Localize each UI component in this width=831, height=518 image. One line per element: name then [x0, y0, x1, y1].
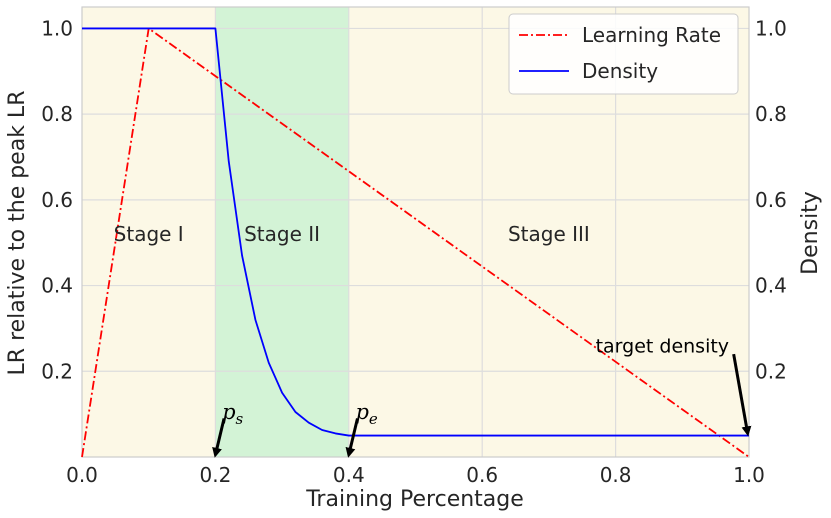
annotation-label-target-density: target density — [596, 336, 729, 358]
y-axis-left-title: LR relative to the peak LR — [5, 91, 30, 376]
series-layer — [81, 27, 750, 458]
y-right-tick-layer: 0.2 0.4 0.6 0.8 1.0 — [755, 16, 787, 383]
y-right-tick-label-4: 1.0 — [755, 16, 787, 40]
legend: Learning Rate Density — [508, 13, 739, 95]
y-right-tick-label-3: 0.8 — [755, 102, 787, 126]
grid-layer — [82, 7, 749, 457]
y-right-tick-label-0: 0.2 — [755, 359, 787, 383]
annotation-arrow-2 — [732, 353, 752, 437]
annotation-arrow-0 — [212, 418, 226, 458]
x-tick-label-0: 0.0 — [66, 463, 98, 487]
region-label-2: Stage II — [244, 222, 320, 246]
y-left-tick-label-1: 0.4 — [41, 274, 73, 298]
y-left-tick-label-0: 0.2 — [41, 359, 73, 383]
annotation-label-pe: pe — [355, 400, 377, 428]
legend-label-learning-rate: Learning Rate — [582, 23, 721, 47]
region-label-1: Stage I — [114, 222, 184, 246]
x-axis-title: Training Percentage — [305, 487, 524, 512]
annotation-label-ps: ps — [222, 400, 243, 428]
y-right-tick-label-2: 0.6 — [755, 188, 787, 212]
legend-box — [508, 13, 739, 95]
annotation-arrow-1 — [345, 418, 359, 458]
region-band-2 — [215, 7, 349, 457]
legend-label-density: Density — [582, 59, 658, 83]
plot-frame — [81, 6, 750, 458]
y-axis-right-title: Density — [798, 191, 823, 275]
x-tick-label-4: 0.8 — [600, 463, 632, 487]
region-band-1 — [82, 7, 216, 457]
y-left-tick-label-2: 0.6 — [41, 188, 73, 212]
annotation-symbol-0: p — [222, 400, 235, 424]
region-layer — [82, 7, 749, 457]
x-tick-label-3: 0.6 — [466, 463, 498, 487]
region-label-layer: Stage I Stage II Stage III — [114, 222, 590, 246]
x-tick-label-2: 0.4 — [333, 463, 365, 487]
series-line-density — [82, 27, 749, 437]
y-left-tick-layer: 0.2 0.4 0.6 0.8 1.0 — [41, 16, 73, 383]
x-tick-layer: 0.0 0.2 0.4 0.6 0.8 1.0 — [66, 463, 765, 487]
region-label-3: Stage III — [508, 222, 590, 246]
annotation-subscript-1: e — [369, 410, 378, 428]
y-right-tick-label-1: 0.4 — [755, 274, 787, 298]
x-tick-label-1: 0.2 — [199, 463, 231, 487]
x-tick-label-5: 1.0 — [733, 463, 765, 487]
annotation-subscript-0: s — [236, 410, 244, 428]
annotation-symbol-1: p — [355, 400, 368, 424]
y-left-tick-label-4: 1.0 — [41, 16, 73, 40]
y-left-tick-label-3: 0.8 — [41, 102, 73, 126]
